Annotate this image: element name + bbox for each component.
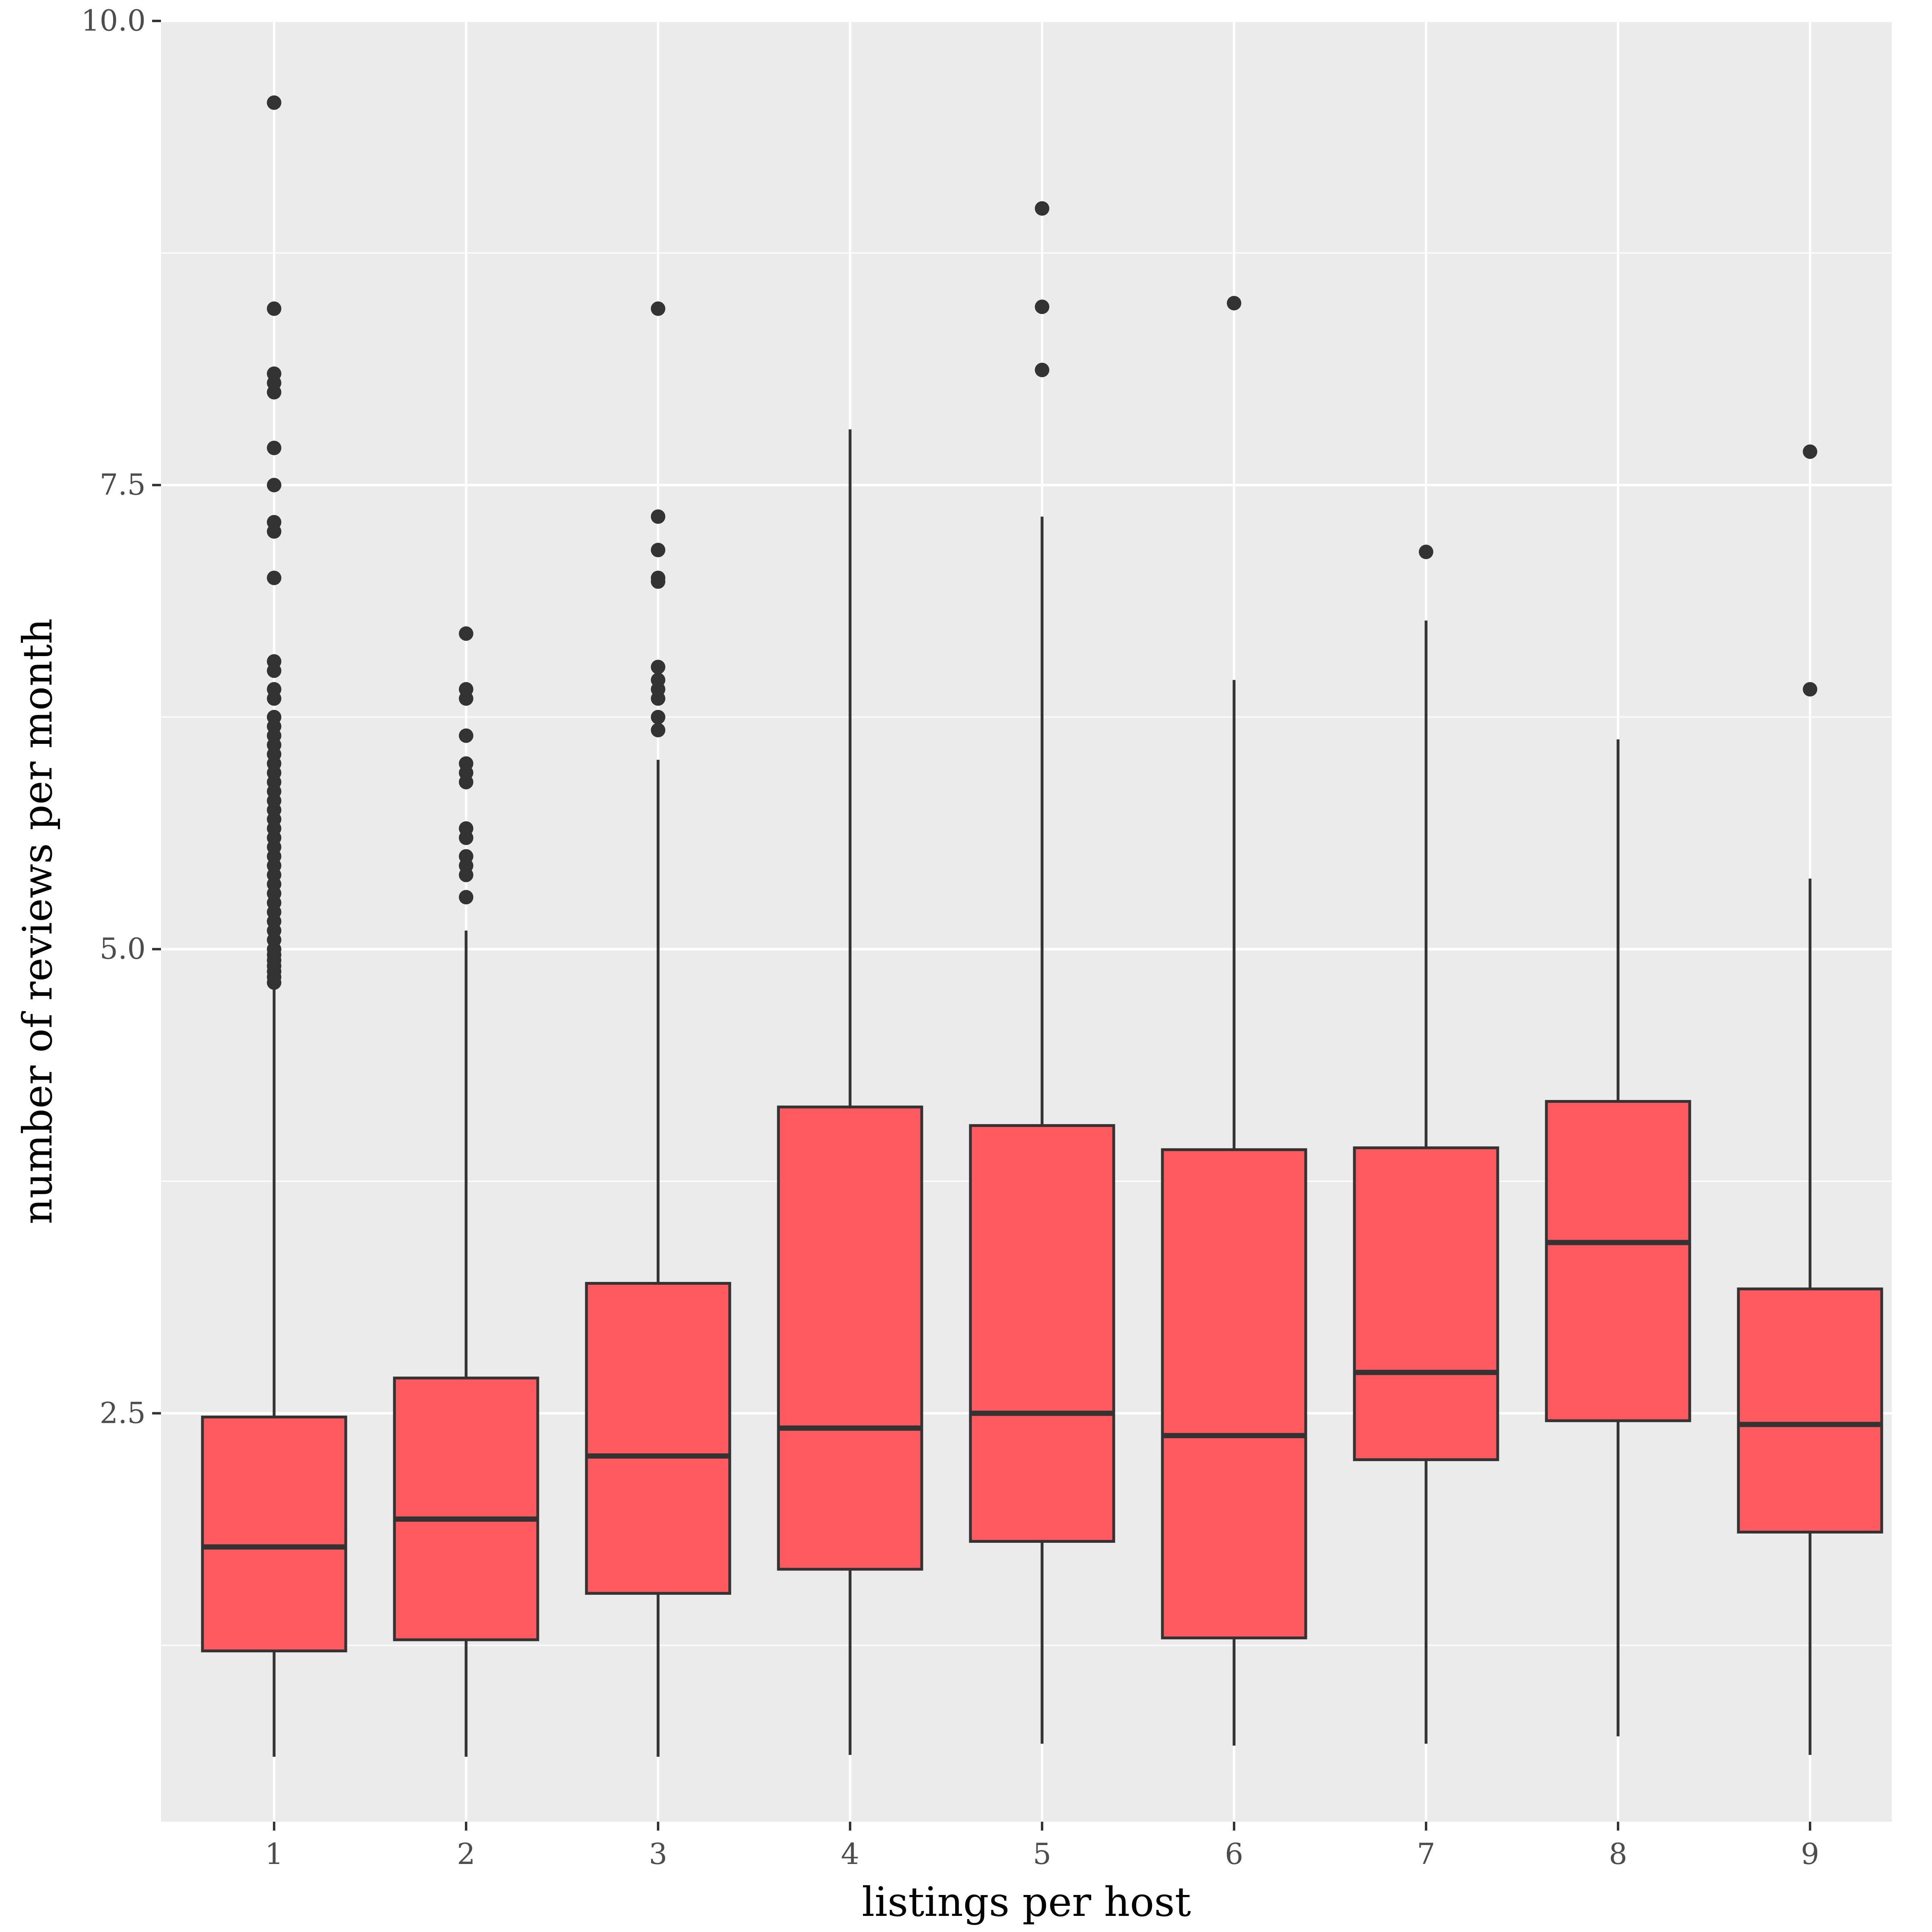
- outlier-point: [267, 663, 281, 678]
- x-tick-label: 8: [1609, 1837, 1627, 1871]
- outlier-point: [1035, 363, 1049, 378]
- outlier-point: [651, 710, 665, 724]
- outlier-point: [1035, 299, 1049, 314]
- outlier-point: [651, 660, 665, 675]
- outlier-point: [267, 385, 281, 400]
- outlier-point: [1419, 545, 1433, 559]
- outlier-point: [267, 440, 281, 455]
- y-tick-label: 2.5: [99, 1396, 146, 1430]
- box-3: [585, 301, 731, 1757]
- outlier-point: [267, 301, 281, 316]
- box-body: [1545, 1100, 1691, 1422]
- outlier-point: [459, 890, 473, 905]
- box-body: [1161, 1148, 1307, 1639]
- y-tick-label: 5.0: [99, 932, 146, 966]
- outlier-point: [651, 722, 665, 737]
- outlier-point: [267, 524, 281, 539]
- box-body: [777, 1105, 923, 1571]
- outlier-point: [267, 975, 281, 990]
- box-4: [777, 429, 923, 1755]
- x-tick-label: 3: [649, 1837, 667, 1871]
- box-body: [393, 1377, 539, 1641]
- box-7: [1353, 545, 1499, 1744]
- outlier-point: [459, 867, 473, 882]
- outlier-point: [1803, 444, 1817, 459]
- outlier-point: [651, 574, 665, 589]
- outlier-point: [1803, 682, 1817, 697]
- box-2: [393, 626, 539, 1757]
- outlier-point: [1035, 201, 1049, 216]
- y-tick-label: 10.0: [81, 4, 146, 37]
- outlier-point: [267, 95, 281, 110]
- x-tick-label: 2: [457, 1837, 475, 1871]
- x-tick-label: 6: [1225, 1837, 1243, 1871]
- box-9: [1737, 444, 1883, 1755]
- outlier-point: [267, 570, 281, 585]
- outlier-point: [651, 301, 665, 316]
- x-tick-label: 4: [841, 1837, 859, 1871]
- y-tick-label: 7.5: [99, 468, 146, 502]
- outlier-point: [459, 830, 473, 845]
- outlier-point: [267, 478, 281, 493]
- box-body: [1737, 1287, 1883, 1534]
- box-body: [969, 1124, 1115, 1543]
- outlier-point: [459, 775, 473, 790]
- outlier-point: [651, 543, 665, 557]
- outlier-point: [1227, 296, 1241, 311]
- outlier-point: [459, 691, 473, 706]
- outlier-point: [651, 691, 665, 706]
- boxes: [201, 95, 1883, 1757]
- outlier-point: [459, 728, 473, 743]
- x-tick-label: 5: [1033, 1837, 1051, 1871]
- box-1: [201, 95, 347, 1757]
- axes: 2.5 5.0 7.5 10.0 1 2 3 4 5 6 7 8 9: [81, 4, 1819, 1871]
- outlier-point: [651, 509, 665, 524]
- y-axis-title: number of reviews per month: [14, 618, 61, 1224]
- box-body: [201, 1416, 347, 1653]
- box-5: [969, 201, 1115, 1744]
- box-body: [1353, 1146, 1499, 1461]
- outlier-point: [459, 626, 473, 641]
- outlier-point: [267, 691, 281, 706]
- box-6: [1161, 296, 1307, 1746]
- x-tick-label: 1: [265, 1837, 283, 1871]
- box-body: [585, 1282, 731, 1595]
- x-tick-label: 9: [1801, 1837, 1819, 1871]
- x-axis-title: listings per host: [862, 1878, 1191, 1926]
- x-tick-label: 7: [1417, 1837, 1435, 1871]
- box-8: [1545, 739, 1691, 1736]
